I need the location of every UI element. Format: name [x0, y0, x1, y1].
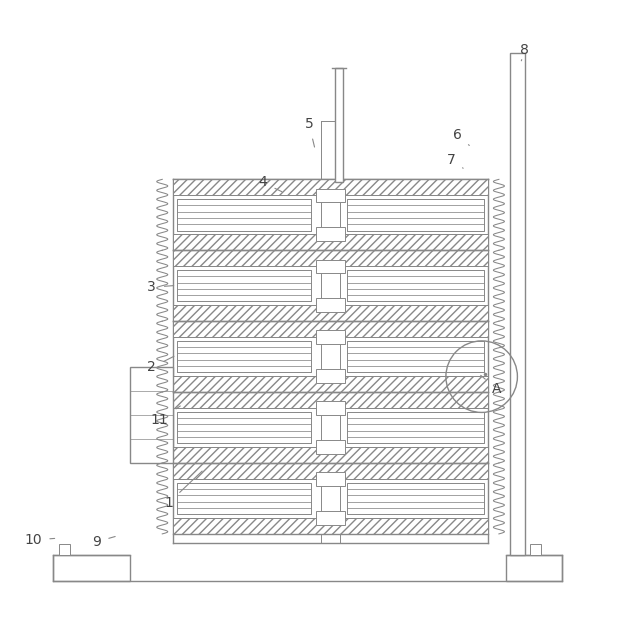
Bar [316, 511, 345, 525]
Text: 4: 4 [258, 175, 282, 192]
Bar [297, 270, 311, 301]
Bar [347, 483, 484, 514]
Bar [173, 518, 488, 534]
Text: 8: 8 [520, 43, 529, 60]
Bar [173, 250, 488, 266]
Text: 2: 2 [147, 357, 174, 374]
Bar [177, 412, 311, 444]
Bar [173, 463, 488, 479]
Bar [297, 483, 311, 514]
Text: 10: 10 [24, 533, 54, 547]
Bar [316, 440, 345, 454]
Bar [316, 330, 345, 344]
Bar [470, 341, 484, 372]
Bar [173, 321, 488, 337]
Bar [470, 412, 484, 444]
Bar [177, 270, 190, 301]
Bar [316, 472, 345, 486]
Bar [53, 556, 130, 581]
Bar [316, 369, 345, 383]
Bar [316, 188, 345, 202]
Bar [297, 412, 311, 444]
Bar [347, 412, 360, 444]
Bar [59, 544, 70, 556]
Bar [173, 305, 488, 321]
Bar [347, 199, 484, 231]
Bar [177, 341, 190, 372]
Bar [530, 544, 541, 556]
Bar [177, 412, 190, 444]
Bar [510, 53, 525, 556]
Bar [173, 376, 488, 392]
Bar [470, 270, 484, 301]
Bar [316, 401, 345, 415]
Bar [173, 234, 488, 250]
Bar [177, 483, 190, 514]
Bar [177, 483, 311, 514]
Bar [347, 483, 360, 514]
Bar [316, 299, 345, 312]
Bar [173, 180, 488, 195]
Text: 11: 11 [151, 406, 180, 427]
Bar [177, 199, 311, 231]
Bar [347, 412, 484, 444]
Bar [334, 69, 342, 183]
Bar [347, 341, 360, 372]
Bar [53, 556, 130, 581]
Bar [297, 341, 311, 372]
Bar [506, 556, 562, 581]
Bar [177, 341, 311, 372]
Bar [347, 341, 484, 372]
Bar [173, 447, 488, 463]
Bar [177, 199, 190, 231]
Bar [470, 199, 484, 231]
Bar [347, 270, 360, 301]
Bar [130, 367, 173, 463]
Bar [510, 53, 525, 556]
Text: 9: 9 [92, 535, 115, 549]
Text: 1: 1 [164, 471, 202, 510]
Text: 6: 6 [452, 128, 469, 146]
Bar [177, 270, 311, 301]
Bar [173, 392, 488, 408]
Text: A: A [481, 375, 502, 396]
Bar [297, 199, 311, 231]
Bar [347, 199, 360, 231]
Bar [506, 556, 562, 581]
Bar [316, 260, 345, 273]
Bar [316, 227, 345, 241]
Bar [470, 483, 484, 514]
Bar [347, 270, 484, 301]
Text: 7: 7 [446, 152, 463, 168]
Text: 3: 3 [147, 280, 174, 294]
Text: 5: 5 [305, 117, 315, 147]
